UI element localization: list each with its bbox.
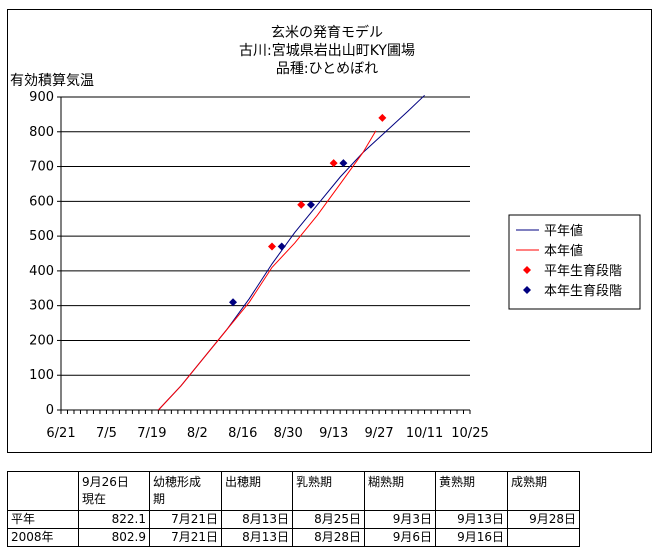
y-tick-label-100: 100	[29, 368, 54, 383]
series-1	[158, 130, 377, 411]
table-cell: 822.1	[78, 510, 150, 529]
series-line-0	[158, 94, 425, 411]
table-header-cell	[7, 471, 79, 511]
y-tick-label-600: 600	[29, 194, 54, 209]
table-cell: 9月28日	[507, 510, 580, 529]
series-3-marker-2	[306, 200, 315, 209]
chart-title-line-3: 品種:ひとめぼれ	[276, 61, 378, 77]
table-header-cell: 糊熟期	[364, 471, 436, 511]
series-2-marker-2	[329, 159, 338, 168]
table-header-cell: 幼穂形成期	[149, 471, 222, 511]
y-tick-label-800: 800	[29, 125, 54, 140]
legend-marker-3	[523, 286, 531, 294]
table-cell: 9月16日	[435, 528, 508, 547]
x-tick-label-7/5: 7/5	[96, 426, 117, 441]
legend-label-3: 本年生育段階	[544, 283, 622, 299]
y-axis-label: 有効積算気温	[10, 73, 94, 89]
table-cell: 8月28日	[292, 528, 365, 547]
series-3-marker-0	[229, 298, 238, 307]
x-tick-label-10/25: 10/25	[451, 426, 488, 441]
table-cell: 2008年	[7, 528, 79, 547]
series-3-marker-3	[339, 159, 348, 168]
table-header-row: 9月26日 現在 幼穂形成期出穂期 乳熟期 糊熟期 黄熟期 成熟期	[7, 471, 580, 511]
x-tick-label-8/16: 8/16	[228, 426, 257, 441]
table-header-cell: 成熟期	[507, 471, 580, 511]
series-line-1	[158, 130, 377, 411]
growth-stage-table: 9月26日 現在 幼穂形成期出穂期 乳熟期 糊熟期 黄熟期 成熟期 平年 822.1 7月21日 8…	[7, 471, 580, 547]
legend-marker-2	[523, 266, 531, 274]
chart-svg: 玄米の発育モデル 古川:宮城県岩出山町KY圃場 品種:ひとめぼれ 有効積算気温 …	[10, 24, 641, 441]
gridlines	[61, 96, 470, 376]
table-header-cell: 乳熟期	[292, 471, 365, 511]
legend-label-0: 平年値	[544, 223, 583, 239]
x-tick-label-9/27: 9/27	[365, 426, 394, 441]
table-cell: 8月13日	[221, 510, 293, 529]
table-header-cell: 出穂期	[221, 471, 293, 511]
table-cell: 9月3日	[364, 510, 436, 529]
series-2-marker-0	[267, 242, 276, 251]
table-cell: 7月21日	[149, 528, 222, 547]
table-cell: 8月13日	[221, 528, 293, 547]
series-2-marker-3	[378, 113, 387, 122]
legend-box	[508, 214, 641, 310]
y-tick-label-500: 500	[29, 229, 54, 244]
table-header-cell: 黄熟期	[435, 471, 508, 511]
series-0	[158, 94, 425, 411]
y-tick-label-400: 400	[29, 264, 54, 279]
chart-title-line-1: 玄米の発育モデル	[271, 24, 383, 41]
table-cell: 7月21日	[149, 510, 222, 529]
series-2	[267, 113, 387, 251]
x-tick-label-8/2: 8/2	[187, 426, 208, 441]
chart-title: 玄米の発育モデル 古川:宮城県岩出山町KY圃場 品種:ひとめぼれ	[239, 24, 415, 77]
y-tick-label-700: 700	[29, 160, 54, 175]
table-cell: 9月13日	[435, 510, 508, 529]
x-tick-label-8/30: 8/30	[274, 426, 303, 441]
series-3	[229, 159, 348, 307]
chart-title-line-2: 古川:宮城県岩出山町KY圃場	[239, 43, 415, 59]
table-header-cell: 9月26日 現在	[78, 471, 150, 511]
y-tick-label-300: 300	[29, 299, 54, 314]
table-row: 平年 822.1 7月21日 8月13日 8月25日 9月3日 9月13日 9月28日	[7, 510, 580, 529]
table-cell	[507, 528, 580, 547]
table-cell: 8月25日	[292, 510, 365, 529]
series-3-marker-1	[277, 242, 286, 251]
series-group	[158, 94, 425, 411]
y-tick-label-900: 900	[29, 90, 54, 105]
x-tick-label-7/19: 7/19	[137, 426, 166, 441]
table-cell: 802.9	[78, 528, 150, 547]
table-cell: 9月6日	[364, 528, 436, 547]
chart-area: 玄米の発育モデル 古川:宮城県岩出山町KY圃場 品種:ひとめぼれ 有効積算気温 …	[7, 9, 652, 453]
y-tick-label-200: 200	[29, 333, 54, 348]
y-tick-label-0: 0	[46, 403, 54, 418]
x-tick-label-6/21: 6/21	[46, 426, 75, 441]
x-tick-label-10/11: 10/11	[406, 426, 443, 441]
axes: 0 100 200 300 400 500 600 700 800 900 6/21 7/5 7/19 8…	[29, 90, 489, 441]
legend-label-2: 平年生育段階	[544, 263, 622, 279]
table-row: 2008年 802.9 7月21日 8月13日 8月28日 9月6日 9月16日	[7, 528, 580, 547]
table-cell: 平年	[7, 510, 79, 529]
series-2-marker-1	[297, 200, 306, 209]
legend-label-1: 本年値	[544, 243, 583, 259]
x-tick-label-9/13: 9/13	[319, 426, 348, 441]
